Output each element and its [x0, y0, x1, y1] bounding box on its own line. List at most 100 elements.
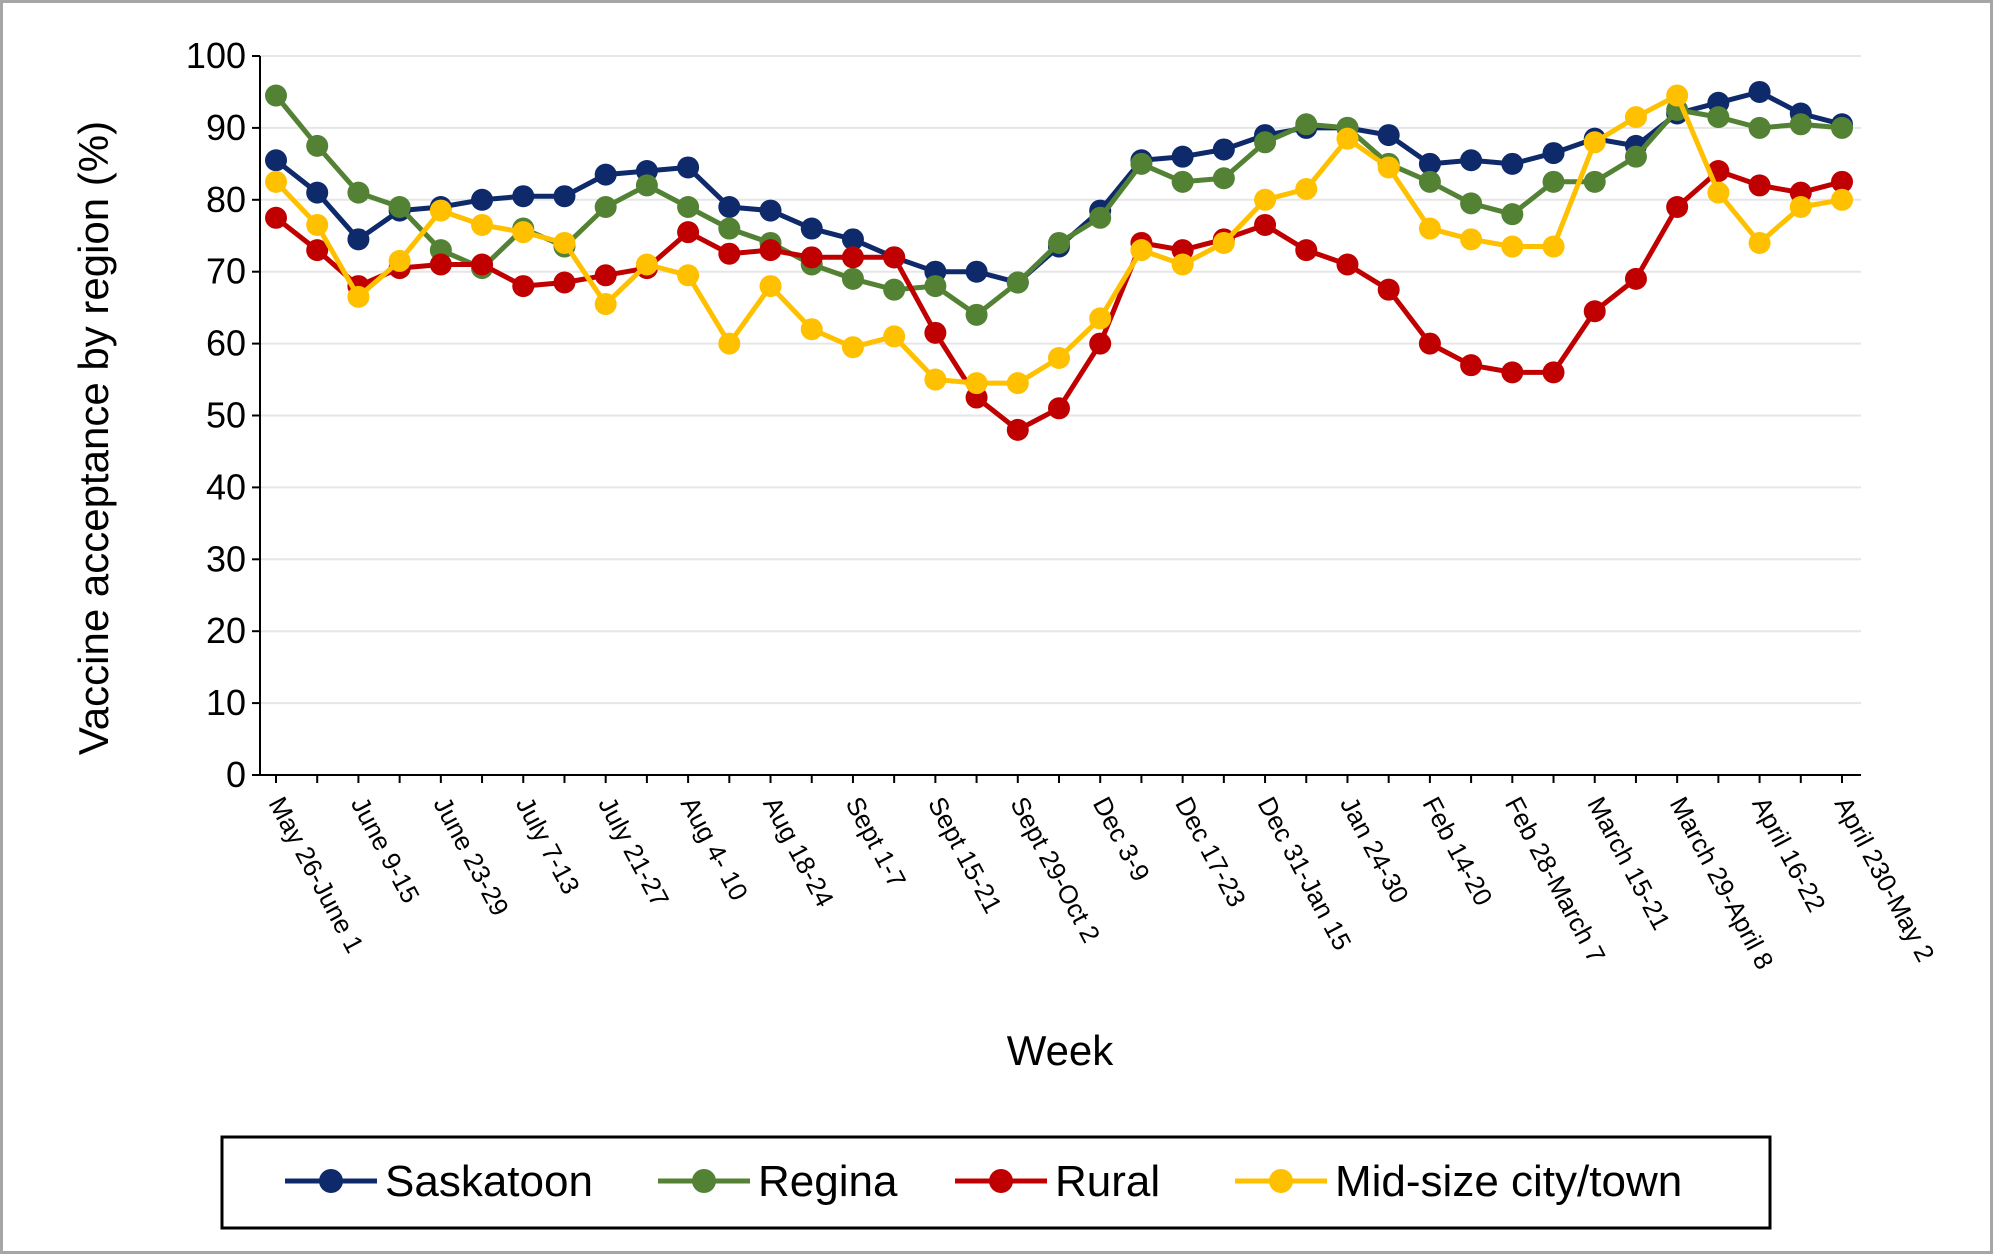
data-point-regina [1089, 206, 1112, 229]
data-point-mid-size-city-town [471, 213, 494, 236]
data-point-rural [553, 271, 576, 294]
data-point-mid-size-city-town [1666, 84, 1689, 107]
legend-label-mid-size-city-town: Mid-size city/town [1335, 1157, 1682, 1206]
data-point-saskatoon [347, 228, 370, 251]
y-axis-title: Vaccine acceptance by region (%) [70, 121, 117, 755]
y-tick-label: 100 [186, 35, 246, 76]
data-point-regina [1501, 203, 1524, 226]
data-point-rural [1542, 361, 1565, 384]
data-point-regina [883, 278, 906, 301]
data-point-saskatoon [718, 195, 741, 218]
y-tick-label: 90 [206, 107, 246, 148]
data-point-mid-size-city-town [1089, 307, 1112, 330]
legend-label-regina: Regina [758, 1157, 898, 1206]
data-point-mid-size-city-town [635, 253, 658, 276]
data-point-rural [1748, 174, 1771, 197]
data-point-saskatoon [512, 185, 535, 208]
data-point-mid-size-city-town [1130, 239, 1153, 262]
data-point-regina [718, 217, 741, 240]
data-point-rural [594, 264, 617, 287]
data-point-regina [1171, 170, 1194, 193]
data-point-rural [1377, 278, 1400, 301]
data-point-mid-size-city-town [759, 275, 782, 298]
data-point-regina [841, 267, 864, 290]
data-point-mid-size-city-town [1336, 127, 1359, 150]
data-point-mid-size-city-town [1418, 217, 1441, 240]
data-point-rural [1460, 354, 1483, 377]
data-point-mid-size-city-town [883, 325, 906, 348]
data-point-rural [306, 239, 329, 262]
data-point-rural [677, 221, 700, 244]
data-point-mid-size-city-town [1542, 235, 1565, 258]
data-point-regina [594, 195, 617, 218]
data-point-mid-size-city-town [388, 249, 411, 272]
y-tick-label: 10 [206, 682, 246, 723]
data-point-regina [1831, 116, 1853, 139]
data-point-mid-size-city-town [306, 213, 329, 236]
data-point-regina [1418, 170, 1441, 193]
data-point-saskatoon [1212, 138, 1235, 161]
legend-swatch-marker-rural [989, 1169, 1013, 1193]
data-point-regina [1212, 167, 1235, 190]
data-point-regina [1130, 152, 1153, 175]
data-point-saskatoon [594, 163, 617, 186]
data-point-rural [1295, 239, 1318, 262]
data-point-mid-size-city-town [1171, 253, 1194, 276]
data-point-mid-size-city-town [429, 199, 452, 222]
legend-label-rural: Rural [1055, 1157, 1160, 1206]
data-point-mid-size-city-town [718, 332, 741, 355]
legend-swatch-marker-regina [692, 1169, 716, 1193]
data-point-rural [265, 206, 287, 229]
data-point-saskatoon [1377, 124, 1400, 147]
data-point-mid-size-city-town [1583, 131, 1606, 154]
data-point-mid-size-city-town [512, 221, 535, 244]
y-tick-label: 80 [206, 179, 246, 220]
data-point-mid-size-city-town [553, 231, 576, 254]
data-point-rural [1624, 267, 1647, 290]
data-point-rural [1254, 213, 1277, 236]
data-point-saskatoon [1460, 149, 1483, 172]
data-point-regina [388, 195, 411, 218]
data-point-saskatoon [759, 199, 782, 222]
data-point-regina [1048, 231, 1070, 254]
data-point-rural [924, 321, 947, 344]
y-tick-label: 40 [206, 466, 246, 507]
data-point-regina [1006, 271, 1029, 294]
data-point-mid-size-city-town [1748, 231, 1771, 254]
y-tick-label: 20 [206, 610, 246, 651]
data-point-rural [718, 242, 741, 265]
data-point-regina [1789, 113, 1812, 136]
data-point-regina [1254, 131, 1277, 154]
legend-label-saskatoon: Saskatoon [385, 1157, 593, 1206]
data-point-regina [1748, 116, 1771, 139]
data-point-mid-size-city-town [1789, 195, 1812, 218]
data-point-regina [1583, 170, 1606, 193]
data-point-rural [1089, 332, 1112, 355]
data-point-saskatoon [800, 217, 823, 240]
data-point-rural [512, 275, 535, 298]
data-point-mid-size-city-town [1048, 346, 1070, 369]
y-tick-label: 30 [206, 538, 246, 579]
legend-swatch-marker-mid-size-city-town [1269, 1169, 1293, 1193]
series-lines [265, 80, 1853, 441]
data-point-saskatoon [1748, 80, 1771, 103]
data-point-saskatoon [471, 188, 494, 211]
data-point-mid-size-city-town [1006, 372, 1029, 395]
data-point-rural [1006, 418, 1029, 441]
data-point-rural [1501, 361, 1524, 384]
data-point-mid-size-city-town [1295, 178, 1318, 201]
data-point-saskatoon [1501, 152, 1524, 175]
data-point-regina [1624, 145, 1647, 168]
data-point-saskatoon [553, 185, 576, 208]
data-point-saskatoon [1171, 145, 1194, 168]
data-point-mid-size-city-town [800, 318, 823, 341]
legend-swatch-marker-saskatoon [319, 1169, 343, 1193]
data-point-saskatoon [265, 149, 287, 172]
data-point-regina [924, 275, 947, 298]
data-point-regina [677, 195, 700, 218]
data-point-rural [1583, 300, 1606, 323]
data-point-mid-size-city-town [347, 285, 370, 308]
data-point-saskatoon [677, 156, 700, 179]
